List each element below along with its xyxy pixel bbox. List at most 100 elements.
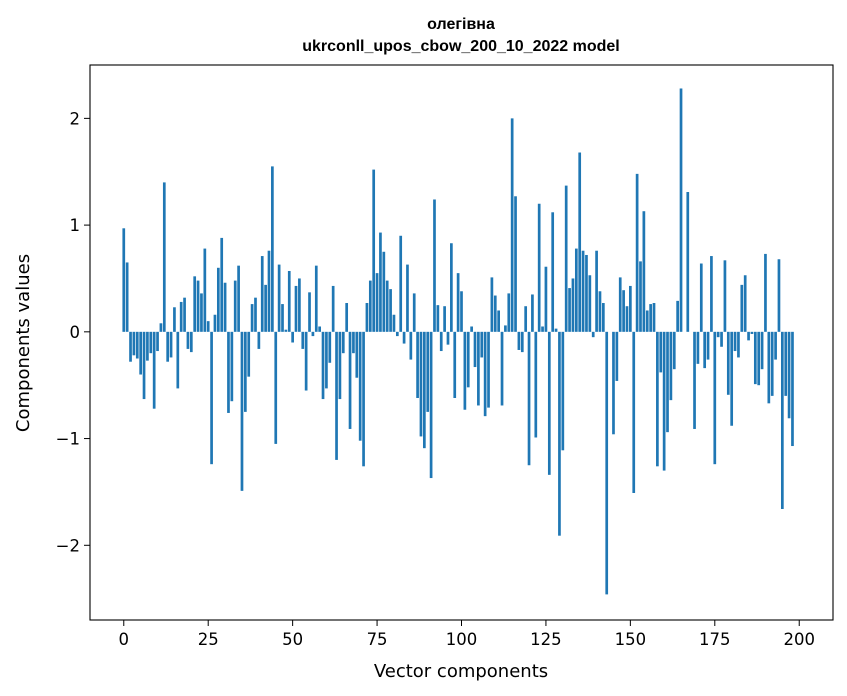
bar-182: [737, 331, 740, 358]
bar-179: [726, 331, 730, 395]
bar-105: [477, 331, 480, 406]
bar-107: [483, 331, 487, 417]
bar-12: [162, 182, 166, 332]
bar-57: [314, 265, 318, 332]
bar-106: [480, 331, 484, 358]
bar-7: [146, 331, 149, 361]
bar-153: [639, 261, 642, 332]
bar-128: [554, 328, 558, 332]
bar-117: [517, 331, 521, 350]
bar-146: [615, 331, 619, 381]
y-tick-label: −2: [56, 536, 80, 555]
bar-172: [703, 331, 707, 369]
bar-110: [493, 295, 497, 332]
y-tick-label: 0: [70, 323, 81, 342]
bar-101: [463, 331, 467, 410]
bar-50: [291, 331, 294, 343]
bar-116: [514, 196, 517, 332]
bar-76: [379, 232, 382, 332]
bar-42: [264, 284, 267, 332]
bar-82: [399, 235, 403, 332]
bar-75: [375, 273, 379, 332]
bar-70: [358, 331, 362, 441]
bar-36: [244, 331, 247, 412]
bar-35: [240, 331, 244, 491]
bar-173: [706, 331, 710, 360]
x-tick-label: 0: [119, 630, 130, 649]
bar-89: [423, 331, 426, 449]
bar-140: [595, 250, 598, 332]
bar-17: [179, 301, 183, 332]
bar-181: [733, 331, 737, 352]
bar-159: [659, 331, 663, 373]
bar-196: [784, 331, 788, 396]
bar-174: [710, 256, 713, 332]
bar-33: [233, 280, 237, 332]
bar-71: [362, 331, 365, 467]
bar-142: [601, 303, 605, 332]
bar-121: [531, 294, 534, 332]
bar-85: [409, 331, 413, 360]
plot-frame: [89, 64, 834, 621]
bar-20: [189, 331, 193, 353]
bar-46: [277, 264, 281, 332]
y-tick-label: −1: [56, 430, 80, 449]
x-tick-label: 50: [282, 630, 303, 649]
bar-14: [169, 331, 173, 358]
bar-190: [764, 253, 767, 332]
bar-169: [693, 331, 696, 429]
y-axis-ticks: −2 −1 0 1 2: [56, 109, 90, 555]
bar-183: [740, 284, 744, 332]
bar-34: [237, 265, 240, 332]
bar-58: [318, 326, 321, 332]
bar-31: [227, 331, 230, 413]
bar-100: [460, 291, 463, 332]
bar-98: [453, 331, 457, 398]
x-tick-label: 75: [367, 630, 388, 649]
bar-18: [183, 297, 186, 332]
bar-167: [686, 192, 690, 332]
bar-99: [456, 273, 460, 332]
bar-115: [510, 118, 514, 332]
bar-126: [547, 331, 551, 475]
bar-124: [541, 326, 544, 332]
bars-group: [122, 88, 794, 595]
bar-163: [672, 331, 676, 370]
bar-148: [622, 290, 625, 332]
bar-22: [196, 280, 200, 332]
bar-87: [416, 331, 419, 398]
bar-189: [760, 331, 764, 370]
bar-23: [200, 293, 203, 332]
bar-193: [774, 331, 777, 360]
bar-184: [743, 275, 747, 332]
bar-90: [426, 331, 430, 412]
bar-40: [257, 331, 261, 349]
bar-111: [497, 310, 500, 332]
bar-69: [355, 331, 359, 378]
bar-30: [223, 282, 227, 332]
bar-192: [770, 331, 774, 396]
bar-55: [308, 292, 311, 332]
bar-48: [284, 329, 288, 332]
bar-28: [216, 267, 220, 332]
bar-160: [662, 331, 666, 471]
bar-154: [642, 211, 646, 332]
bar-135: [578, 152, 582, 332]
bar-88: [419, 331, 423, 437]
bar-62: [331, 285, 335, 332]
bar-63: [335, 331, 338, 460]
bar-38: [250, 304, 254, 332]
bar-143: [605, 331, 609, 595]
bar-165: [679, 88, 683, 332]
bar-104: [473, 331, 477, 368]
bar-195: [780, 331, 784, 509]
bar-73: [368, 280, 372, 332]
bar-125: [544, 266, 548, 332]
bar-41: [260, 256, 264, 332]
bar-132: [568, 288, 571, 332]
bar-123: [537, 203, 541, 332]
bar-3: [132, 331, 136, 356]
bar-80: [392, 314, 396, 332]
